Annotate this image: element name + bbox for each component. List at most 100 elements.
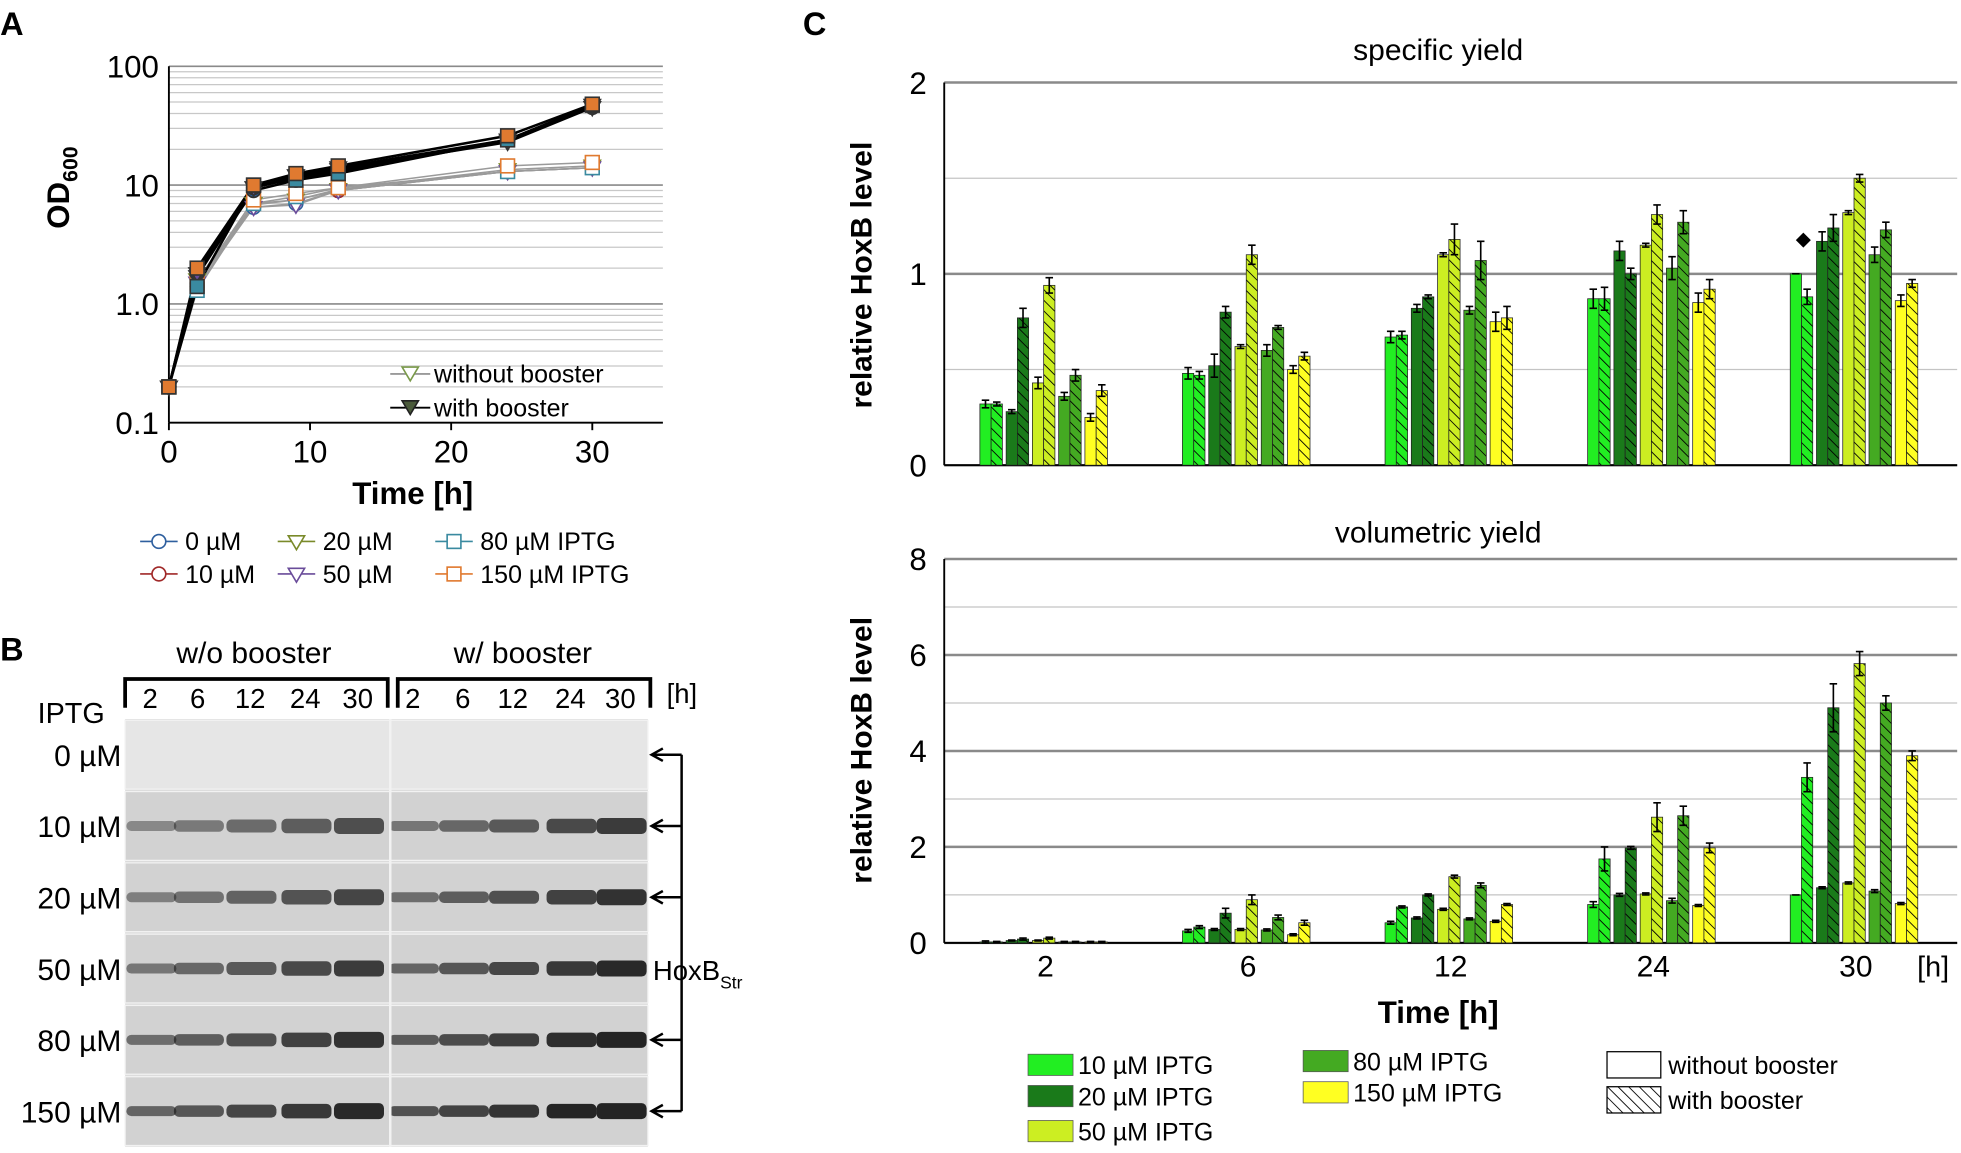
legend-swatch [1302, 1050, 1349, 1073]
bar [1639, 244, 1652, 466]
legend-label: 150 µM IPTG [1353, 1080, 1502, 1108]
blot-time: 2 [405, 683, 420, 714]
legend-label: 150 µM IPTG [480, 561, 629, 589]
error-bar [1300, 351, 1309, 361]
error-bar [1398, 330, 1406, 340]
bar [1816, 240, 1829, 466]
y-tick-label: 0.1 [115, 406, 158, 441]
error-bar [1829, 682, 1838, 733]
error-bar [1694, 292, 1703, 313]
legend-label: 50 µM IPTG [1078, 1118, 1213, 1146]
error-bar [1098, 384, 1106, 398]
blot-band [489, 962, 540, 976]
legend-label: 20 µM IPTG [1078, 1083, 1213, 1111]
blot-band [281, 1103, 332, 1119]
blot-band [439, 1034, 490, 1046]
y-label: OD [41, 182, 76, 229]
legend-label: without booster [1667, 1052, 1838, 1080]
error-bar [1450, 874, 1459, 879]
error-bar [1694, 903, 1703, 908]
bar [1677, 815, 1690, 944]
data-point [161, 379, 177, 395]
blot-band [281, 818, 332, 834]
bar [1489, 321, 1502, 466]
blot-band [596, 1103, 647, 1120]
x-tick-label: 24 [1637, 951, 1670, 984]
panel-label: C [803, 6, 826, 42]
blot-band-label: HoxBStr [653, 955, 743, 993]
blot-header: w/ booster [453, 637, 592, 670]
blot-time: 30 [342, 683, 373, 714]
error-bar [1195, 370, 1204, 380]
blot-band [226, 1104, 277, 1118]
error-bar [1300, 919, 1309, 926]
bar [1437, 908, 1450, 944]
bar [1043, 284, 1056, 466]
blot-band [333, 889, 384, 906]
bar [1463, 918, 1476, 944]
error-bar [1060, 391, 1069, 401]
panel-label: A [0, 6, 23, 42]
blot-band [333, 1103, 384, 1120]
error-bar [1439, 907, 1447, 912]
bar [1500, 904, 1513, 944]
error-bar [1818, 230, 1826, 252]
bar [1598, 298, 1611, 466]
blot-band [546, 1032, 597, 1048]
error-bar [1008, 939, 1016, 942]
series-line [167, 104, 593, 388]
error-bar [1274, 914, 1282, 921]
bar [1410, 307, 1423, 466]
error-bar [1236, 927, 1245, 932]
y-axis-label: relative HoxB level [846, 617, 879, 884]
bar [1801, 296, 1814, 466]
error-bar [993, 401, 1001, 407]
error-bar [1184, 928, 1192, 934]
blot-band [388, 820, 440, 831]
error-bar [1855, 173, 1864, 183]
legend-swatch [1606, 1051, 1662, 1079]
error-bar [1503, 902, 1511, 907]
marker-diamond [1795, 232, 1811, 248]
bar [1801, 776, 1814, 944]
bar [1422, 296, 1435, 466]
error-bar [1210, 353, 1219, 379]
blot-band [439, 1105, 490, 1117]
legend-swatch [1027, 1120, 1074, 1143]
blot-band [281, 890, 332, 905]
blot-band [173, 1034, 224, 1046]
error-bar [1210, 927, 1219, 932]
error-bar [1476, 882, 1485, 889]
error-bar [1668, 255, 1676, 281]
bar [1272, 917, 1285, 944]
blot-iptg-label: IPTG [38, 698, 105, 730]
blot-band [489, 890, 540, 904]
y-tick-label: 0 [909, 926, 926, 961]
blot-band [126, 1034, 177, 1045]
bar [1677, 221, 1690, 466]
error-bar [981, 399, 990, 409]
blot-band [333, 1031, 384, 1048]
legend-label: 10 µM IPTG [1078, 1052, 1213, 1080]
y-tick-label: 2 [909, 66, 926, 101]
bar [1208, 365, 1221, 466]
error-bar [1045, 276, 1054, 294]
blot-band [439, 962, 490, 975]
bar [1692, 302, 1705, 466]
blot-time-unit: [h] [667, 678, 698, 709]
error-bar [1818, 885, 1826, 890]
bar [1437, 254, 1450, 466]
bar [1234, 346, 1247, 466]
blot-band [226, 962, 277, 976]
error-bar [1855, 650, 1864, 677]
y-tick-label: 1.0 [115, 287, 158, 322]
error-bar [1829, 213, 1838, 243]
blot-band [388, 1034, 440, 1045]
y-tick-label: 2 [909, 830, 926, 865]
data-point [288, 185, 304, 202]
y-tick-label: 10 [124, 168, 159, 203]
bar [1017, 317, 1030, 466]
blot-row-label: 80 µM [37, 1025, 121, 1058]
error-bar [1450, 223, 1459, 256]
